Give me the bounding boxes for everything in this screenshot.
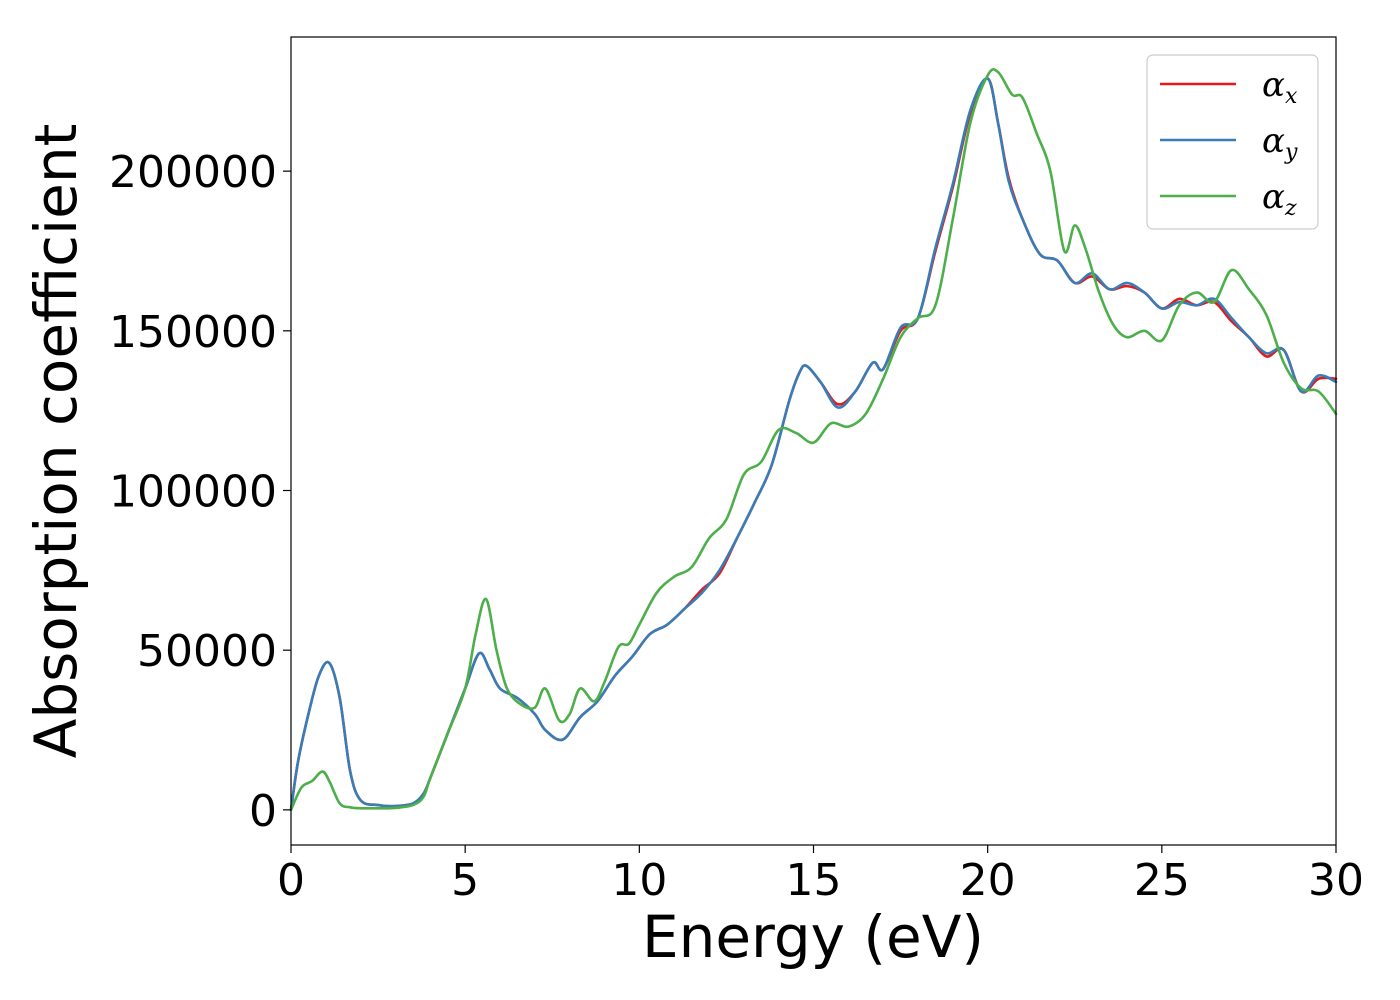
y-tick-label: 50000 xyxy=(137,626,277,677)
x-axis-ticks: 0 5 10 15 20 25 30 xyxy=(277,845,1364,906)
legend: αx αy αz xyxy=(1146,54,1319,230)
x-axis-title: Energy (eV) xyxy=(642,903,984,971)
series-line-z xyxy=(289,68,1338,812)
legend-label-x: αx xyxy=(1262,65,1298,109)
y-tick-label: 0 xyxy=(249,786,277,837)
legend-box xyxy=(1146,54,1319,230)
x-tick-label: 0 xyxy=(277,855,305,906)
x-tick-label: 5 xyxy=(451,855,479,906)
x-tick-label: 25 xyxy=(1134,855,1190,906)
x-tick-label: 20 xyxy=(960,855,1016,906)
x-tick-label: 10 xyxy=(611,855,667,906)
y-tick-label: 200000 xyxy=(109,147,277,198)
y-axis-ticks: 0 50000 100000 150000 200000 xyxy=(109,147,291,837)
x-tick-label: 30 xyxy=(1308,855,1364,906)
legend-label-z: αz xyxy=(1262,177,1297,221)
series-layer xyxy=(289,68,1338,812)
y-tick-label: 150000 xyxy=(109,307,277,358)
legend-label-y: αy xyxy=(1262,121,1298,165)
y-axis-title: Absorption coefficient xyxy=(22,124,90,759)
y-tick-label: 100000 xyxy=(109,467,277,518)
x-tick-label: 15 xyxy=(786,855,842,906)
